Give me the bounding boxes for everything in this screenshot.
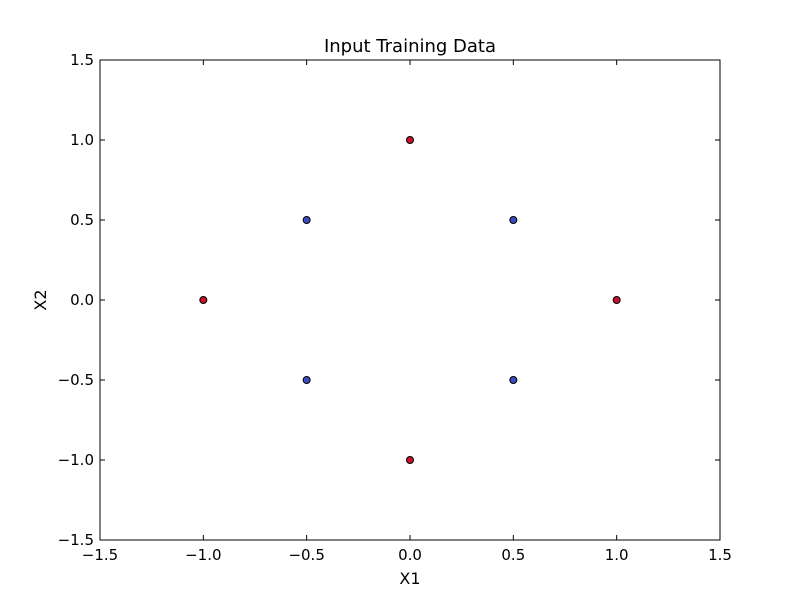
x-axis-label: X1: [399, 569, 420, 588]
x-tick-label: 0.0: [398, 546, 422, 564]
data-point-red: [406, 136, 414, 144]
y-axis-label: X2: [31, 289, 50, 310]
y-tick-label: −1.0: [58, 451, 94, 469]
data-point-blue: [302, 376, 311, 384]
y-tick-label: −0.5: [58, 371, 94, 389]
y-tick-label: 1.5: [70, 51, 94, 69]
y-tick-labels: −1.5 −1.0 −0.5 0.0 0.5 1.0 1.5: [58, 51, 94, 549]
x-tick-labels: −1.5 −1.0 −0.5 0.0 0.5 1.0 1.5: [82, 546, 732, 564]
x-tick-label: −1.5: [82, 546, 118, 564]
data-point-red: [612, 296, 621, 304]
plot-area: [100, 60, 720, 540]
data-point-blue: [509, 216, 518, 224]
x-tick-label: 1.0: [605, 546, 629, 564]
x-tick-label: −1.0: [185, 546, 221, 564]
y-tick-label: 0.0: [70, 291, 94, 309]
x-tick-label: 1.5: [708, 546, 732, 564]
x-tick-label: −0.5: [288, 546, 324, 564]
plot-frame: [99, 59, 721, 541]
data-point-red: [199, 296, 208, 304]
data-points: [199, 136, 621, 464]
data-point-blue: [509, 376, 518, 384]
x-tick-label: 0.5: [501, 546, 525, 564]
y-tick-label: −1.5: [58, 531, 94, 549]
y-tick-label: 0.5: [70, 211, 94, 229]
data-point-blue: [302, 216, 311, 224]
y-tick-label: 1.0: [70, 131, 94, 149]
data-point-red: [406, 456, 414, 464]
chart-title: Input Training Data: [324, 36, 496, 57]
